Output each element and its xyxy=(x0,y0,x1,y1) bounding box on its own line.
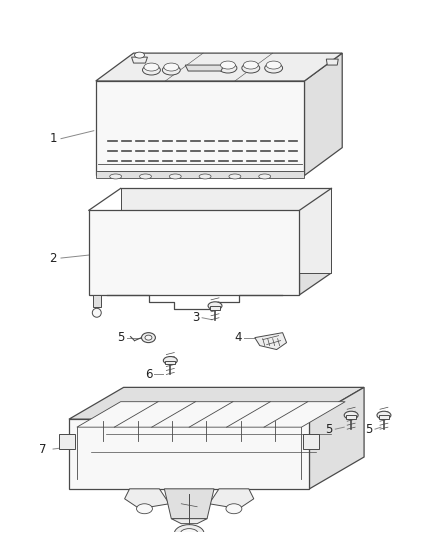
Text: 2: 2 xyxy=(49,252,57,264)
Polygon shape xyxy=(165,360,175,365)
Ellipse shape xyxy=(377,411,391,419)
Text: 6: 6 xyxy=(145,368,152,381)
Polygon shape xyxy=(379,415,389,419)
Ellipse shape xyxy=(140,174,152,179)
Polygon shape xyxy=(326,59,338,65)
Polygon shape xyxy=(300,188,331,295)
Ellipse shape xyxy=(265,63,283,73)
Polygon shape xyxy=(309,387,364,489)
Ellipse shape xyxy=(220,61,235,69)
Ellipse shape xyxy=(110,174,122,179)
Polygon shape xyxy=(96,53,342,81)
Text: 3: 3 xyxy=(192,311,200,324)
Text: 5: 5 xyxy=(117,331,124,344)
Polygon shape xyxy=(69,419,309,489)
Text: 1: 1 xyxy=(49,132,57,145)
Ellipse shape xyxy=(163,357,177,365)
Polygon shape xyxy=(171,519,207,523)
Ellipse shape xyxy=(180,529,198,533)
Polygon shape xyxy=(185,65,224,71)
Ellipse shape xyxy=(137,504,152,514)
Polygon shape xyxy=(93,295,101,307)
Polygon shape xyxy=(69,387,364,419)
Ellipse shape xyxy=(134,52,145,58)
Ellipse shape xyxy=(92,308,101,317)
Ellipse shape xyxy=(244,61,258,69)
Polygon shape xyxy=(59,434,75,449)
Polygon shape xyxy=(346,415,356,419)
Ellipse shape xyxy=(266,61,281,69)
Polygon shape xyxy=(120,188,331,273)
Polygon shape xyxy=(96,171,304,179)
Text: 7: 7 xyxy=(39,442,47,456)
Polygon shape xyxy=(210,306,220,310)
Ellipse shape xyxy=(219,63,237,73)
Ellipse shape xyxy=(164,63,179,71)
Polygon shape xyxy=(96,81,304,175)
Text: 4: 4 xyxy=(234,331,242,344)
Ellipse shape xyxy=(242,63,260,73)
Polygon shape xyxy=(304,53,342,175)
Text: 5: 5 xyxy=(365,423,373,435)
Polygon shape xyxy=(77,402,345,427)
Ellipse shape xyxy=(142,65,160,75)
Ellipse shape xyxy=(141,333,155,343)
Polygon shape xyxy=(304,434,319,449)
Polygon shape xyxy=(255,333,286,350)
Ellipse shape xyxy=(144,63,159,71)
Polygon shape xyxy=(131,57,148,63)
Polygon shape xyxy=(209,489,254,508)
Polygon shape xyxy=(164,489,214,519)
Ellipse shape xyxy=(170,174,181,179)
Ellipse shape xyxy=(145,335,152,340)
Polygon shape xyxy=(124,489,170,508)
Ellipse shape xyxy=(259,174,271,179)
Ellipse shape xyxy=(162,65,180,75)
Ellipse shape xyxy=(229,174,241,179)
Ellipse shape xyxy=(226,504,242,514)
Polygon shape xyxy=(89,211,300,295)
Text: 5: 5 xyxy=(325,423,333,435)
Ellipse shape xyxy=(199,174,211,179)
Ellipse shape xyxy=(208,302,222,310)
Ellipse shape xyxy=(174,524,204,533)
Ellipse shape xyxy=(344,411,358,419)
